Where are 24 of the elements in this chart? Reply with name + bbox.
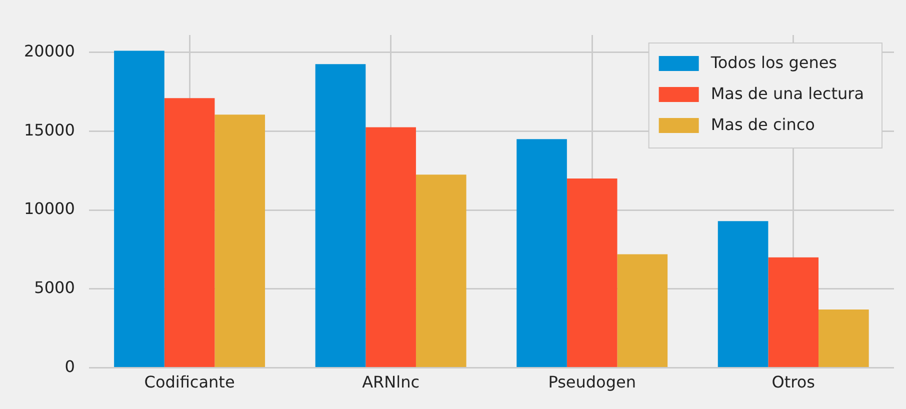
legend-label: Mas de una lectura <box>710 84 864 104</box>
bar <box>214 114 266 368</box>
bar <box>516 139 567 368</box>
x-tick-label: Otros <box>772 372 815 392</box>
x-tick-label: Pseudogen <box>548 372 636 392</box>
x-tick-label: Codificante <box>144 372 235 392</box>
bar <box>315 64 366 368</box>
bar <box>566 178 618 368</box>
y-tick-label: 0 <box>64 356 75 376</box>
y-tick-label: 5000 <box>34 278 75 298</box>
y-tick-label: 20000 <box>24 42 75 61</box>
bar <box>617 254 668 368</box>
bar <box>114 50 164 368</box>
y-tick-label: 15000 <box>24 120 75 140</box>
bar <box>768 257 819 368</box>
legend-label: Todos los genes <box>710 53 838 72</box>
bar <box>818 309 869 368</box>
bar <box>718 221 768 368</box>
bar <box>164 98 215 368</box>
bar <box>366 127 416 368</box>
legend-label: Mas de cinco <box>710 115 815 134</box>
y-tick-label: 10000 <box>24 199 75 218</box>
x-tick-label: ARNlnc <box>362 372 420 392</box>
bar <box>416 174 466 368</box>
